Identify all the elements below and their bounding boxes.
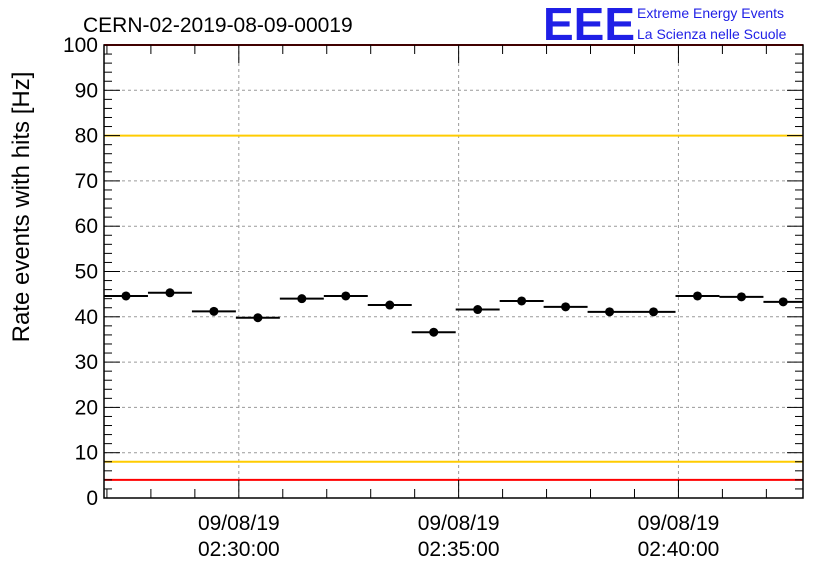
data-point (605, 307, 615, 317)
reference-lines (104, 44, 803, 481)
y-tick-label: 60 (75, 215, 98, 238)
eee-logo-line2: La Scienza nelle Scuole (637, 26, 787, 42)
eee-logo: EEE Extreme Energy Events La Scienza nel… (543, 0, 787, 50)
data-point (121, 291, 131, 301)
y-tick-label: 100 (63, 34, 98, 57)
data-point (341, 291, 351, 301)
x-tick-time-label: 02:40:00 (638, 538, 720, 561)
data-point (649, 307, 659, 317)
data-point (297, 294, 307, 304)
data-point (517, 296, 527, 306)
data-point (778, 297, 788, 307)
data-point (692, 291, 702, 301)
data-point (385, 300, 395, 310)
x-tick-time-label: 02:30:00 (198, 538, 280, 561)
x-tick-date-label: 09/08/19 (638, 512, 720, 535)
y-tick-label: 70 (75, 170, 98, 193)
data-point (561, 302, 571, 312)
data-point (165, 288, 175, 298)
data-point (473, 305, 483, 315)
data-point (253, 313, 263, 323)
data-points (104, 288, 803, 337)
y-tick-label: 50 (75, 261, 98, 284)
x-tick-time-label: 02:35:00 (418, 538, 500, 561)
chart-title: CERN-02-2019-08-09-00019 (83, 14, 353, 37)
y-tick-label: 10 (75, 442, 98, 465)
y-tick-label: 80 (75, 125, 98, 148)
data-point (736, 292, 746, 302)
y-tick-label: 0 (86, 487, 98, 510)
y-tick-label: 20 (75, 396, 98, 419)
x-tick-date-label: 09/08/19 (198, 512, 280, 535)
data-point (209, 306, 219, 316)
x-tick-date-label: 09/08/19 (418, 512, 500, 535)
y-axis-title: Rate events with hits [Hz] (8, 72, 35, 343)
y-tick-label: 40 (75, 306, 98, 329)
eee-logo-line1: Extreme Energy Events (637, 5, 784, 21)
eee-logo-mark: EEE (543, 0, 635, 50)
grid (104, 45, 803, 498)
axes (103, 44, 804, 499)
y-tick-label: 90 (75, 79, 98, 102)
tick-labels: 0 10 20 30 40 50 60 70 80 90 100 09/08/19 02:30:00 09… (63, 34, 719, 561)
data-point (429, 327, 439, 337)
y-tick-label: 30 (75, 351, 98, 374)
